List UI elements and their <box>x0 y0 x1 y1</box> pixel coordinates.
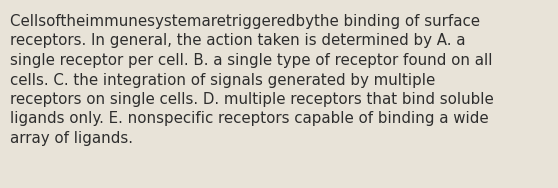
Text: single receptor per cell. B. a single type of receptor found on all: single receptor per cell. B. a single ty… <box>10 53 493 68</box>
Text: array of ligands.: array of ligands. <box>10 131 133 146</box>
Text: ligands only. E. nonspecific receptors capable of binding a wide: ligands only. E. nonspecific receptors c… <box>10 111 489 127</box>
Text: Cellsoftheimmunesystemaretriggeredbythe binding of surface: Cellsoftheimmunesystemaretriggeredbythe … <box>10 14 480 29</box>
Text: receptors on single cells. D. multiple receptors that bind soluble: receptors on single cells. D. multiple r… <box>10 92 494 107</box>
Text: receptors. In general, the action taken is determined by A. a: receptors. In general, the action taken … <box>10 33 465 49</box>
Text: cells. C. the integration of signals generated by multiple: cells. C. the integration of signals gen… <box>10 73 435 87</box>
